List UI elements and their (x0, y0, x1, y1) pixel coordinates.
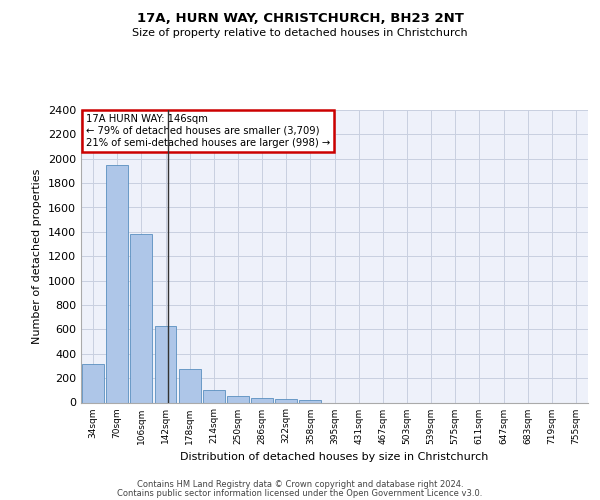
Bar (155, 326, 176, 402)
Bar (251, 398, 273, 402)
Text: Contains HM Land Registry data © Crown copyright and database right 2024.: Contains HM Land Registry data © Crown c… (137, 480, 463, 489)
Text: 17A HURN WAY: 146sqm
← 79% of detached houses are smaller (3,709)
21% of semi-de: 17A HURN WAY: 146sqm ← 79% of detached h… (86, 114, 331, 148)
Bar (227, 396, 249, 402)
Bar (299, 400, 321, 402)
Text: Contains public sector information licensed under the Open Government Licence v3: Contains public sector information licen… (118, 489, 482, 498)
Bar (106, 165, 128, 402)
Text: 17A, HURN WAY, CHRISTCHURCH, BH23 2NT: 17A, HURN WAY, CHRISTCHURCH, BH23 2NT (137, 12, 463, 26)
Bar (179, 369, 200, 402)
Text: Size of property relative to detached houses in Christchurch: Size of property relative to detached ho… (132, 28, 468, 38)
Bar (275, 399, 297, 402)
Bar (130, 234, 152, 402)
X-axis label: Distribution of detached houses by size in Christchurch: Distribution of detached houses by size … (181, 452, 488, 462)
Bar (203, 390, 224, 402)
Y-axis label: Number of detached properties: Number of detached properties (32, 168, 43, 344)
Bar (82, 364, 104, 403)
